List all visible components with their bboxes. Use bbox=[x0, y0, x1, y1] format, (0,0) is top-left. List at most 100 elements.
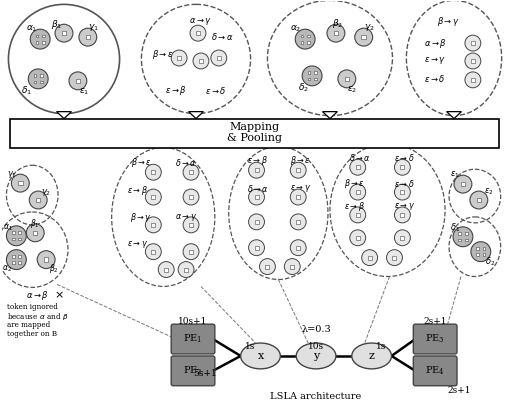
Circle shape bbox=[145, 189, 161, 205]
Bar bbox=[400, 236, 404, 240]
Text: PE$_3$: PE$_3$ bbox=[425, 333, 445, 345]
Circle shape bbox=[454, 175, 472, 193]
Circle shape bbox=[302, 66, 322, 86]
Bar bbox=[356, 190, 360, 194]
Bar bbox=[164, 267, 168, 271]
Circle shape bbox=[355, 28, 373, 46]
Bar bbox=[34, 81, 37, 83]
Text: $\varepsilon_1$: $\varepsilon_1$ bbox=[79, 87, 89, 97]
Circle shape bbox=[327, 24, 345, 42]
Circle shape bbox=[350, 159, 366, 175]
Bar bbox=[307, 71, 310, 74]
Polygon shape bbox=[56, 112, 72, 118]
Text: $\delta\to\alpha$: $\delta\to\alpha$ bbox=[175, 157, 197, 168]
Circle shape bbox=[158, 262, 174, 278]
Text: $\varepsilon\to\beta$: $\varepsilon\to\beta$ bbox=[127, 184, 148, 197]
Bar bbox=[18, 255, 21, 258]
Text: $\delta\to\alpha$: $\delta\to\alpha$ bbox=[246, 183, 268, 194]
Bar bbox=[400, 213, 404, 217]
Bar bbox=[483, 247, 485, 250]
Text: $\alpha\to\gamma$: $\alpha\to\gamma$ bbox=[175, 212, 197, 223]
Bar bbox=[461, 182, 465, 186]
Bar bbox=[18, 231, 21, 234]
Bar bbox=[301, 41, 303, 44]
Bar bbox=[266, 265, 269, 269]
Bar bbox=[471, 41, 475, 45]
Text: $\alpha\to\beta$: $\alpha\to\beta$ bbox=[424, 37, 447, 50]
Polygon shape bbox=[323, 112, 337, 118]
Bar bbox=[10, 118, 499, 149]
Bar bbox=[42, 35, 45, 37]
Text: $\alpha\to\beta$: $\alpha\to\beta$ bbox=[26, 289, 49, 302]
Bar bbox=[196, 31, 200, 35]
Text: $\gamma_1$: $\gamma_1$ bbox=[7, 168, 17, 180]
Text: $\alpha_2$: $\alpha_2$ bbox=[3, 263, 12, 274]
Bar bbox=[12, 231, 15, 234]
Text: 1s: 1s bbox=[376, 341, 387, 350]
Bar bbox=[60, 112, 68, 114]
Text: $\delta\to\alpha$: $\delta\to\alpha$ bbox=[349, 152, 371, 163]
Circle shape bbox=[290, 240, 306, 256]
Circle shape bbox=[453, 227, 473, 247]
Bar bbox=[85, 35, 90, 39]
Circle shape bbox=[290, 162, 306, 178]
Circle shape bbox=[284, 258, 300, 274]
Ellipse shape bbox=[352, 343, 392, 369]
Bar bbox=[314, 71, 316, 74]
Bar bbox=[356, 165, 360, 169]
Bar bbox=[483, 254, 485, 256]
Text: PE$_4$: PE$_4$ bbox=[425, 365, 445, 377]
Bar bbox=[189, 195, 193, 199]
Text: $\alpha\to\gamma$: $\alpha\to\gamma$ bbox=[189, 16, 212, 27]
Text: $\beta\to\varepsilon$: $\beta\to\varepsilon$ bbox=[131, 156, 152, 169]
Circle shape bbox=[465, 35, 481, 51]
Circle shape bbox=[190, 25, 206, 41]
Bar bbox=[36, 41, 39, 44]
Text: together on B: together on B bbox=[8, 330, 57, 338]
Bar bbox=[177, 56, 181, 60]
Bar bbox=[458, 232, 461, 235]
Bar bbox=[450, 112, 458, 114]
Circle shape bbox=[350, 207, 366, 223]
Bar bbox=[356, 236, 360, 240]
Text: $\alpha_1$: $\alpha_1$ bbox=[4, 223, 13, 233]
Bar bbox=[356, 213, 360, 217]
Text: $\delta\to\alpha$: $\delta\to\alpha$ bbox=[211, 31, 234, 42]
Circle shape bbox=[338, 70, 356, 88]
Text: x: x bbox=[258, 351, 264, 361]
Bar bbox=[12, 255, 15, 258]
Bar bbox=[301, 35, 303, 37]
Polygon shape bbox=[447, 112, 461, 118]
Text: $\delta_1$: $\delta_1$ bbox=[450, 221, 460, 234]
FancyBboxPatch shape bbox=[171, 356, 215, 386]
Bar bbox=[362, 35, 366, 39]
Circle shape bbox=[183, 217, 199, 233]
Ellipse shape bbox=[241, 343, 280, 369]
Bar bbox=[192, 112, 200, 114]
Text: token ignored: token ignored bbox=[8, 303, 58, 311]
Bar bbox=[307, 41, 310, 44]
FancyBboxPatch shape bbox=[414, 324, 457, 354]
Circle shape bbox=[178, 262, 194, 278]
Text: 10s+1: 10s+1 bbox=[178, 317, 208, 326]
Text: $\varepsilon\to\beta$: $\varepsilon\to\beta$ bbox=[247, 154, 268, 167]
Circle shape bbox=[260, 258, 275, 274]
Bar bbox=[368, 256, 372, 260]
Text: 5s+1: 5s+1 bbox=[193, 369, 217, 379]
Bar bbox=[36, 35, 39, 37]
Circle shape bbox=[183, 189, 199, 205]
Circle shape bbox=[55, 24, 73, 42]
Circle shape bbox=[465, 53, 481, 69]
Text: $\beta\to\gamma$: $\beta\to\gamma$ bbox=[436, 15, 460, 28]
Circle shape bbox=[350, 230, 366, 246]
Circle shape bbox=[362, 249, 377, 266]
Text: 2s+1: 2s+1 bbox=[423, 317, 447, 326]
Bar bbox=[471, 59, 475, 63]
FancyBboxPatch shape bbox=[171, 324, 215, 354]
Text: $\varepsilon\to\gamma$: $\varepsilon\to\gamma$ bbox=[424, 55, 446, 66]
Text: $\delta_1$: $\delta_1$ bbox=[21, 85, 32, 97]
Bar bbox=[334, 31, 338, 35]
Bar bbox=[76, 79, 80, 83]
Text: $\gamma_2$: $\gamma_2$ bbox=[41, 186, 51, 197]
Bar bbox=[307, 78, 310, 81]
